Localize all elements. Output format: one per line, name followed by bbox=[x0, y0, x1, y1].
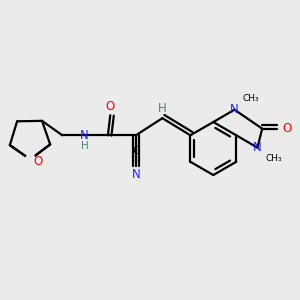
Text: N: N bbox=[230, 103, 239, 116]
Text: H: H bbox=[81, 142, 88, 152]
Text: N: N bbox=[80, 129, 89, 142]
Text: N: N bbox=[131, 168, 140, 181]
Text: C: C bbox=[132, 146, 140, 157]
Text: CH₃: CH₃ bbox=[265, 154, 282, 163]
Text: H: H bbox=[158, 102, 167, 115]
Text: O: O bbox=[282, 122, 292, 135]
Text: O: O bbox=[106, 100, 115, 113]
Text: O: O bbox=[34, 155, 43, 168]
Text: CH₃: CH₃ bbox=[242, 94, 259, 103]
Text: N: N bbox=[253, 141, 262, 154]
